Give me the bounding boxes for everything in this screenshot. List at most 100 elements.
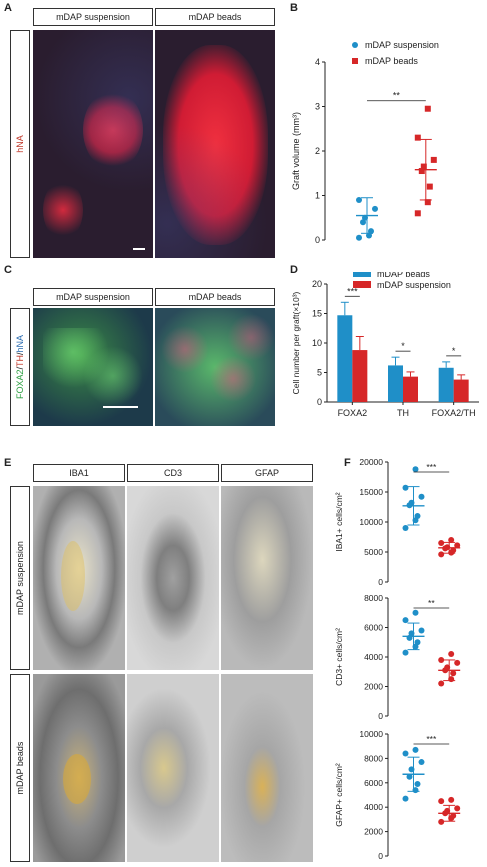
data-point-1-5 [454, 805, 461, 812]
data-point-1-0 [438, 818, 445, 825]
bar-0-1 [388, 365, 403, 402]
y-tick-label-1: 2000 [364, 682, 383, 692]
label-th: TH [15, 355, 25, 367]
significance-label: *** [426, 734, 437, 744]
data-point-1-6 [438, 540, 445, 546]
data-point-1-5 [454, 659, 461, 666]
data-point-1-3 [418, 168, 425, 175]
micrograph-a-suspension [33, 30, 153, 258]
panel-c-header-suspension: mDAP suspension [33, 288, 153, 306]
micrograph-a-beads [155, 30, 275, 258]
significance-label-2: * [452, 346, 456, 356]
panel-label-c: C [4, 264, 12, 276]
bar-1-1 [403, 376, 418, 402]
significance-label: *** [426, 462, 437, 472]
y-tick-label-3: 3 [315, 102, 320, 112]
data-point-0-7 [412, 609, 419, 616]
y-tick-label-1: 5000 [364, 547, 383, 557]
significance-label-1: * [401, 341, 405, 351]
data-point-0-0 [402, 525, 409, 531]
x-tick-label-0: FOXA2 [338, 408, 368, 418]
panel-c-side-label: FOXA2/TH/hNA [15, 335, 25, 399]
label-slash-2: / [15, 352, 25, 355]
panel-e-row-label-beads-box: mDAP beads [10, 674, 30, 862]
label-slash-1: / [15, 367, 25, 370]
panel-e-header-cd3: CD3 [127, 464, 219, 482]
data-point-1-1 [424, 199, 431, 206]
panel-label-f: F [344, 457, 351, 469]
y-tick-label-4: 8000 [364, 753, 383, 763]
legend-swatch-1 [353, 281, 371, 288]
data-point-1-2 [450, 670, 457, 677]
y-tick-label-2: 10 [312, 338, 322, 348]
y-tick-label-2: 4000 [364, 652, 383, 662]
data-point-1-2 [426, 183, 433, 190]
data-point-0-7 [412, 746, 419, 753]
panel-label-e: E [4, 457, 12, 469]
y-axis-title: IBA1+ cells/cm² [334, 492, 344, 551]
data-point-1-0 [438, 680, 445, 687]
significance-label-0: *** [347, 286, 358, 296]
y-tick-label-0: 0 [378, 851, 383, 861]
data-point-0-2 [414, 513, 421, 519]
data-point-0-2 [414, 639, 421, 646]
data-point-1-4 [420, 163, 427, 170]
data-point-0-6 [402, 750, 409, 757]
chart-f-gfap: 0 2000 4000 6000 8000 10000 GFAP+ cells/cm² *** [334, 729, 461, 861]
y-tick-label-4: 8000 [364, 593, 383, 603]
bar-1-2 [453, 379, 469, 402]
y-tick-label-2: 4000 [364, 802, 383, 812]
x-tick-label-1: TH [397, 408, 409, 418]
y-tick-label-2: 2 [315, 146, 320, 156]
y-tick-label-3: 6000 [364, 778, 383, 788]
data-point-0-2 [414, 781, 421, 788]
y-axis-title: CD3+ cells/cm² [334, 628, 344, 686]
data-point-1-2 [450, 812, 457, 819]
data-point-1-0 [438, 551, 445, 558]
data-point-0-0 [402, 649, 409, 656]
micrograph-e-cd3-beads [127, 674, 219, 862]
data-point-1-7 [448, 796, 455, 803]
data-point-1-7 [448, 537, 455, 543]
y-axis-title: Cell number per graft(×10³) [291, 291, 301, 394]
panel-label-a: A [4, 2, 12, 14]
panel-e-header-gfap: GFAP [221, 464, 313, 482]
panel-c-header-beads: mDAP beads [155, 288, 275, 306]
chart-d-cell-number: 0 5 10 15 20 Cell number per graft(×10³) FOXA2… [291, 272, 479, 418]
data-point-1-6 [414, 134, 421, 141]
panel-e-row-label-suspension-box: mDAP suspension [10, 486, 30, 670]
legend-label-0: mDAP suspension [365, 40, 439, 50]
legend-label-1: mDAP beads [365, 56, 418, 66]
data-point-0-5 [418, 627, 425, 634]
bar-0-2 [438, 367, 454, 402]
data-point-0-5 [418, 493, 425, 500]
chart-b-graft-volume: 0 1 2 3 4 Graft volume (mm³) ** mDAP suspension… [291, 40, 439, 245]
y-axis-title: Graft volume (mm³) [291, 112, 301, 190]
y-tick-label-0: 0 [315, 235, 320, 245]
y-tick-label-1: 1 [315, 191, 320, 201]
panel-e-row-label-suspension: mDAP suspension [15, 541, 25, 615]
data-point-0-5 [372, 205, 378, 212]
label-foxa2: FOXA2 [15, 369, 25, 400]
data-point-0-6 [402, 617, 409, 624]
micrograph-e-gfap-suspension [221, 486, 313, 670]
y-tick-label-1: 5 [317, 368, 322, 378]
y-tick-label-5: 10000 [359, 729, 383, 739]
legend-marker-1 [352, 58, 358, 64]
y-tick-label-0: 0 [317, 397, 322, 407]
y-tick-label-4: 20000 [359, 457, 383, 467]
micrograph-e-gfap-beads [221, 674, 313, 862]
legend-marker-0 [352, 42, 358, 48]
y-axis-title: GFAP+ cells/cm² [334, 763, 344, 827]
data-point-1-5 [454, 542, 461, 549]
significance-label: ** [393, 91, 401, 101]
micrograph-c-suspension [33, 308, 153, 426]
y-tick-label-2: 10000 [359, 517, 383, 527]
data-point-0-3 [406, 773, 413, 780]
bar-1-0 [352, 350, 368, 402]
panel-label-d: D [290, 264, 298, 276]
y-tick-label-0: 0 [378, 577, 383, 587]
panel-c-side-label-box: FOXA2/TH/hNA [10, 308, 30, 426]
legend-label-0: mDAP beads [377, 272, 430, 279]
data-point-0-6 [402, 484, 409, 491]
